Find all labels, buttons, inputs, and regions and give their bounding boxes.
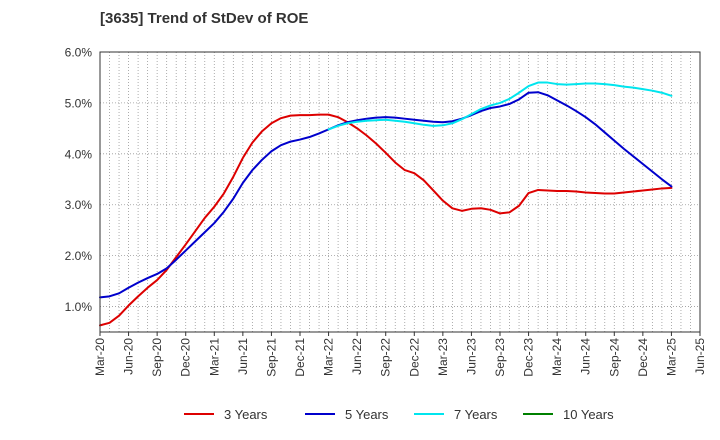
legend-label: 10 Years — [563, 407, 614, 422]
y-tick-label: 5.0% — [65, 96, 93, 110]
x-tick-label: Sep-20 — [150, 338, 164, 377]
x-tick-label: Sep-23 — [493, 338, 507, 377]
series-lines — [99, 81, 673, 327]
x-tick-label: Dec-22 — [407, 338, 421, 377]
legend: 3 Years 5 Years 7 Years 10 Years — [184, 407, 614, 422]
legend-label: 5 Years — [345, 407, 389, 422]
x-tick-label: Mar-25 — [664, 338, 678, 376]
x-tick-label: Jun-24 — [579, 338, 593, 375]
x-tick-label: Sep-22 — [379, 338, 393, 377]
legend-label: 3 Years — [224, 407, 268, 422]
plot-frame — [99, 51, 701, 333]
y-tick-label: 1.0% — [65, 300, 93, 314]
x-tick-label: Sep-21 — [264, 338, 278, 377]
x-tick-label: Mar-24 — [550, 338, 564, 376]
x-tick-label: Jun-23 — [464, 338, 478, 375]
series-line-7-years — [327, 81, 673, 131]
y-tick-label: 4.0% — [65, 147, 93, 161]
legend-label: 7 Years — [454, 407, 498, 422]
axes: 1.0% 2.0% 3.0% 4.0% 5.0% 6.0% Mar-20 Jun-20 Sep-… — [65, 46, 707, 377]
y-tick-label: 2.0% — [65, 249, 93, 263]
series-line-5-years — [99, 91, 673, 299]
chart-title: [3635] Trend of StDev of ROE — [100, 10, 309, 27]
x-tick-label: Dec-21 — [293, 338, 307, 377]
x-tick-label: Jun-20 — [122, 338, 136, 375]
x-tick-label: Dec-23 — [522, 338, 536, 377]
x-tick-label: Jun-21 — [236, 338, 250, 375]
x-tick-label: Mar-20 — [93, 338, 107, 376]
x-tick-label: Mar-23 — [436, 338, 450, 376]
x-tick-label: Mar-21 — [207, 338, 221, 376]
x-tick-label: Mar-22 — [322, 338, 336, 376]
x-tick-label: Dec-24 — [636, 338, 650, 377]
x-tick-label: Sep-24 — [607, 338, 621, 377]
x-tick-label: Dec-20 — [179, 338, 193, 377]
y-tick-label: 6.0% — [65, 46, 93, 60]
series-line-3-years — [99, 113, 673, 327]
x-tick-label: Jun-25 — [693, 338, 707, 375]
x-tick-label: Jun-22 — [350, 338, 364, 375]
y-tick-label: 3.0% — [65, 198, 93, 212]
grid — [100, 52, 700, 332]
